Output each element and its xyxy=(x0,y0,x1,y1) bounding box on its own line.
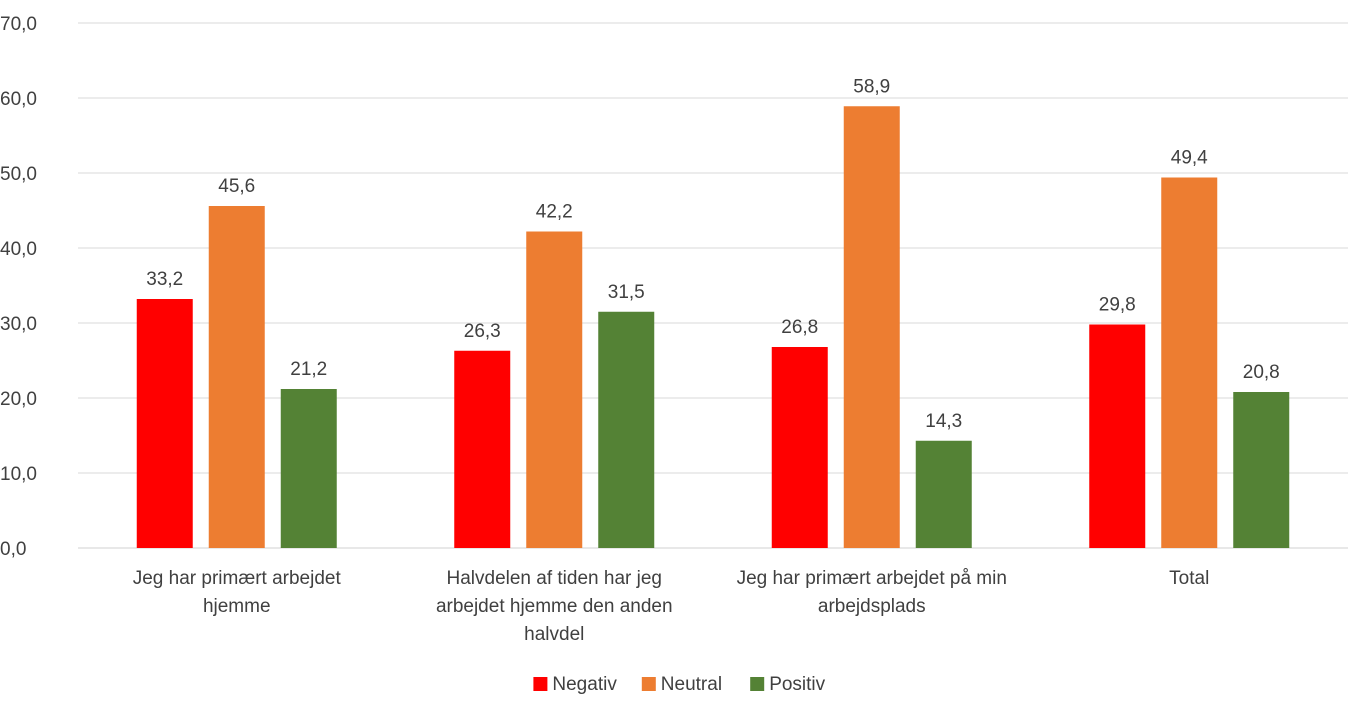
bar-negativ xyxy=(136,299,193,548)
legend-label-positiv: Positiv xyxy=(769,674,825,695)
bar-negativ xyxy=(454,350,511,548)
y-tick-label: 20,0 xyxy=(0,389,37,410)
bar-negativ xyxy=(771,347,828,548)
category-label: Jeg har primært arbejdet hjemme xyxy=(133,568,342,617)
data-label: 31,5 xyxy=(608,282,645,303)
data-label: 26,3 xyxy=(464,321,501,342)
data-labels: 33,2 45,6 21,2 26,3 42,2 31,5 26,8 58,9 14,3 29,8… xyxy=(146,76,1279,432)
data-label: 49,4 xyxy=(1171,148,1208,169)
bar-neutral xyxy=(208,206,265,548)
bar-positiv xyxy=(598,311,655,548)
bar-positiv xyxy=(1233,392,1290,548)
data-label: 26,8 xyxy=(781,317,818,338)
category-label: Halvdelen af tiden har jeg arbejdet hjemm… xyxy=(436,568,673,645)
legend-label-neutral: Neutral xyxy=(661,674,722,695)
y-axis: 0,0 10,0 20,0 30,0 40,0 50,0 60,0 70,0 xyxy=(0,14,37,560)
y-tick-label: 50,0 xyxy=(0,164,37,185)
bar-positiv xyxy=(915,440,972,548)
category-label: Jeg har primært arbejdet på min arbejdspl… xyxy=(737,568,1007,617)
bar-positiv xyxy=(280,389,337,548)
data-label: 20,8 xyxy=(1243,362,1280,383)
legend: Negativ Neutral Positiv xyxy=(533,674,826,695)
bar-neutral xyxy=(526,231,583,548)
bar-negativ xyxy=(1089,324,1146,548)
legend-swatch-neutral xyxy=(641,677,656,691)
bars xyxy=(136,106,1290,548)
x-axis: Jeg har primært arbejdet hjemme Halvdelen … xyxy=(133,568,1210,645)
y-tick-label: 40,0 xyxy=(0,239,37,260)
data-label: 21,2 xyxy=(290,359,327,380)
data-label: 58,9 xyxy=(853,76,890,97)
legend-label-negativ: Negativ xyxy=(552,674,617,695)
y-tick-label: 60,0 xyxy=(0,89,37,110)
data-label: 42,2 xyxy=(536,202,573,223)
legend-swatch-positiv xyxy=(750,677,765,691)
data-label: 14,3 xyxy=(925,411,962,432)
y-tick-label: 30,0 xyxy=(0,314,37,335)
data-label: 33,2 xyxy=(146,269,183,290)
y-tick-label: 70,0 xyxy=(0,14,37,35)
category-label: Total xyxy=(1169,568,1209,589)
gridlines xyxy=(78,22,1348,549)
legend-swatch-negativ xyxy=(533,677,548,691)
y-tick-label: 10,0 xyxy=(0,464,37,485)
bar-neutral xyxy=(843,106,900,548)
y-tick-label: 0,0 xyxy=(0,539,26,560)
data-label: 29,8 xyxy=(1099,295,1136,316)
bar-neutral xyxy=(1161,177,1218,548)
data-label: 45,6 xyxy=(218,176,255,197)
